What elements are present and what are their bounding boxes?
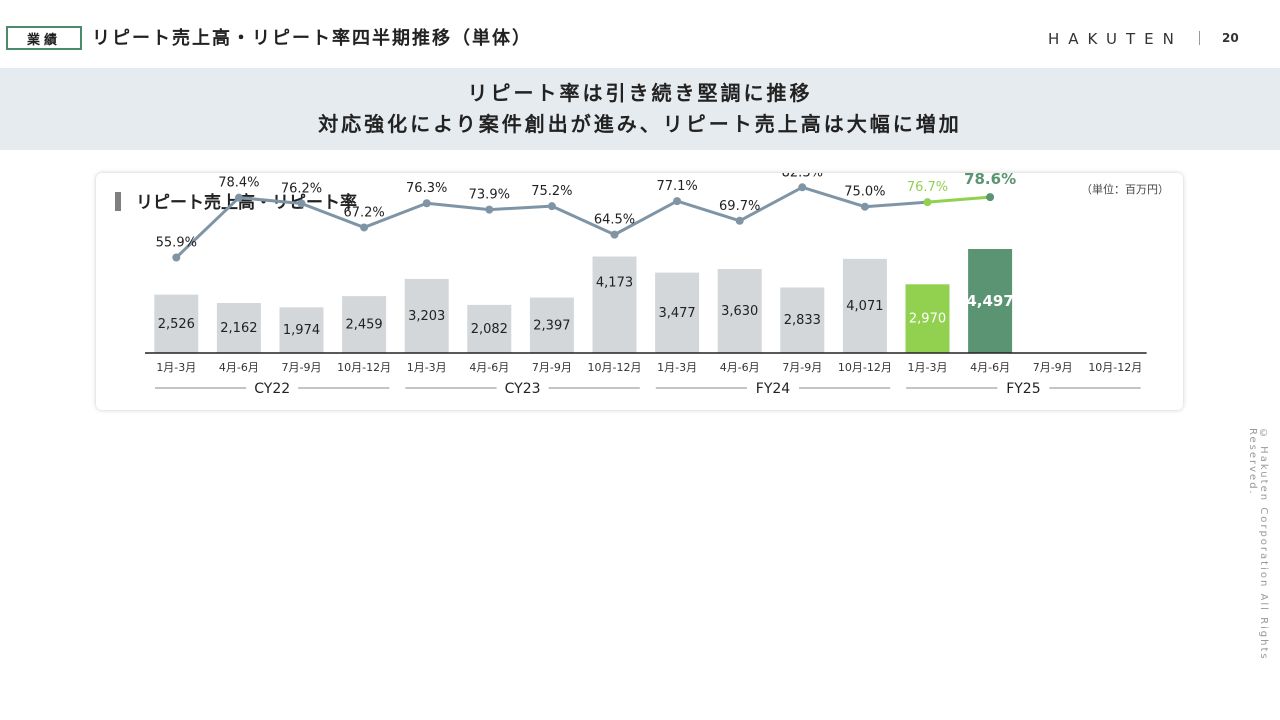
bar-label-5: 2,082 xyxy=(471,322,508,337)
bar-label-10: 2,833 xyxy=(784,313,821,328)
headline-line-1: リピート率は引き続き堅調に推移 xyxy=(467,81,813,105)
rate-point-0 xyxy=(172,253,181,262)
bar-0 xyxy=(154,294,199,353)
x-tick-label-2: 7月-9月 xyxy=(282,361,322,374)
bar-label-8: 3,477 xyxy=(658,306,695,321)
bar-4 xyxy=(404,278,449,353)
bar-3 xyxy=(342,296,387,353)
bar-label-4: 3,203 xyxy=(408,309,445,324)
rate-point-13 xyxy=(986,193,995,202)
x-tick-label-9: 4月-6月 xyxy=(720,361,760,374)
rate-point-4 xyxy=(422,199,431,208)
bar-1 xyxy=(216,303,261,353)
rate-point-1 xyxy=(234,193,243,202)
rate-point-6 xyxy=(547,202,556,211)
bar-label-0: 2,526 xyxy=(158,317,195,332)
x-tick-label-4: 1月-3月 xyxy=(407,361,447,374)
rate-label-0: 55.9% xyxy=(156,236,197,251)
bar-2 xyxy=(279,307,324,353)
rate-point-11 xyxy=(860,202,869,211)
rate-label-5: 73.9% xyxy=(469,188,510,203)
bar-label-9: 3,630 xyxy=(721,304,758,319)
rate-label-3: 67.2% xyxy=(343,205,384,220)
rate-point-12 xyxy=(923,198,932,207)
rate-label-13: 78.6% xyxy=(964,173,1016,188)
bar-7 xyxy=(592,256,637,353)
rate-label-4: 76.3% xyxy=(406,181,447,196)
group-label-1: CY23 xyxy=(505,381,541,397)
bar-12 xyxy=(905,284,950,353)
x-tick-label-8: 1月-3月 xyxy=(657,361,697,374)
chart-title: リピート売上高・リピート率 xyxy=(136,192,357,213)
rate-point-3 xyxy=(360,223,369,232)
x-tick-label-3: 10月-12月 xyxy=(337,361,391,374)
company-logo: HAKUTEN xyxy=(1048,30,1183,48)
unit-label: （単位：百万円） xyxy=(1081,182,1169,196)
bar-label-12: 2,970 xyxy=(909,312,946,327)
x-tick-label-6: 7月-9月 xyxy=(532,361,572,374)
rate-label-2: 76.2% xyxy=(281,182,322,197)
header-divider xyxy=(1199,31,1200,45)
x-tick-label-14: 7月-9月 xyxy=(1033,361,1073,374)
rate-point-2 xyxy=(297,199,306,208)
rate-label-10: 82.3% xyxy=(782,173,823,180)
group-label-0: CY22 xyxy=(254,381,290,397)
x-tick-label-0: 1月-3月 xyxy=(156,361,196,374)
rate-label-7: 64.5% xyxy=(594,213,635,228)
rate-label-1: 78.4% xyxy=(218,176,259,191)
copyright-notice: © Hakuten Corporation All Rights Reserve… xyxy=(1247,428,1269,661)
x-tick-label-7: 10月-12月 xyxy=(588,361,642,374)
headline-banner: リピート率は引き続き堅調に推移 対応強化により案件創出が進み、リピート売上高は大… xyxy=(0,68,1280,150)
rate-label-9: 69.7% xyxy=(719,199,760,214)
bar-label-6: 2,397 xyxy=(533,318,570,333)
repeat-rate-line-fy25 xyxy=(927,195,991,204)
bar-8 xyxy=(655,272,700,353)
bar-label-7: 4,173 xyxy=(596,275,633,290)
bar-9 xyxy=(717,269,762,353)
rate-point-5 xyxy=(485,205,494,214)
x-tick-label-1: 4月-6月 xyxy=(219,361,259,374)
bar-10 xyxy=(780,287,825,353)
bar-13 xyxy=(968,249,1013,353)
x-tick-label-15: 10月-12月 xyxy=(1088,361,1142,374)
bar-label-11: 4,071 xyxy=(846,299,883,314)
rate-label-11: 75.0% xyxy=(844,185,885,200)
repeat-sales-chart: リピート売上高・リピート率 （単位：百万円） 1月-3月 4月-6月 7月-9月 10… xyxy=(115,165,1169,397)
headline-line-2: 対応強化により案件創出が進み、リピート売上高は大幅に増加 xyxy=(318,112,962,136)
x-tick-label-13: 4月-6月 xyxy=(970,361,1010,374)
chart-card: リピート売上高・リピート率 （単位：百万円） 1月-3月 4月-6月 7月-9月 10… xyxy=(96,165,1183,410)
bar-label-2: 1,974 xyxy=(283,323,320,338)
rate-point-8 xyxy=(673,197,682,206)
page-number: 20 xyxy=(1222,31,1239,45)
group-label-3: FY25 xyxy=(1006,381,1040,397)
rate-point-7 xyxy=(610,230,619,239)
x-tick-label-5: 4月-6月 xyxy=(469,361,509,374)
x-tick-label-11: 10月-12月 xyxy=(838,361,892,374)
chart-title-marker xyxy=(115,192,121,211)
x-tick-label-12: 1月-3月 xyxy=(908,361,948,374)
bar-label-1: 2,162 xyxy=(220,321,257,336)
bar-6 xyxy=(529,297,574,353)
group-label-2: FY24 xyxy=(756,381,791,397)
rate-point-9 xyxy=(735,216,744,225)
bar-5 xyxy=(467,304,512,353)
rate-label-12: 76.7% xyxy=(907,180,948,195)
rate-point-10 xyxy=(798,183,807,192)
rate-label-8: 77.1% xyxy=(656,179,697,194)
bar-11 xyxy=(842,258,887,353)
section-tag: 業績 xyxy=(6,26,82,50)
x-tick-label-10: 7月-9月 xyxy=(782,361,822,374)
bar-label-13: 4,497 xyxy=(966,292,1013,310)
rate-label-6: 75.2% xyxy=(531,184,572,199)
page-title: リピート売上高・リピート率四半期推移（単体） xyxy=(92,28,532,49)
bar-label-3: 2,459 xyxy=(345,318,382,333)
